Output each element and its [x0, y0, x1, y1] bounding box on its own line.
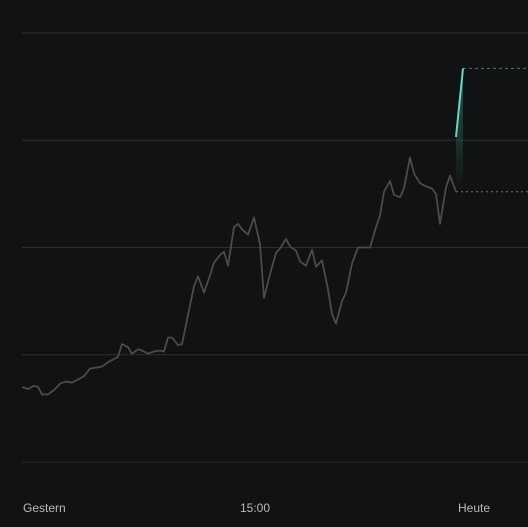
forecast-area — [456, 68, 463, 192]
series-line — [21, 156, 457, 396]
x-tick-label: 15:00 — [240, 501, 270, 515]
x-tick-label: Gestern — [23, 501, 66, 515]
x-tick-label: Heute — [458, 501, 490, 515]
series-line — [455, 68, 464, 138]
